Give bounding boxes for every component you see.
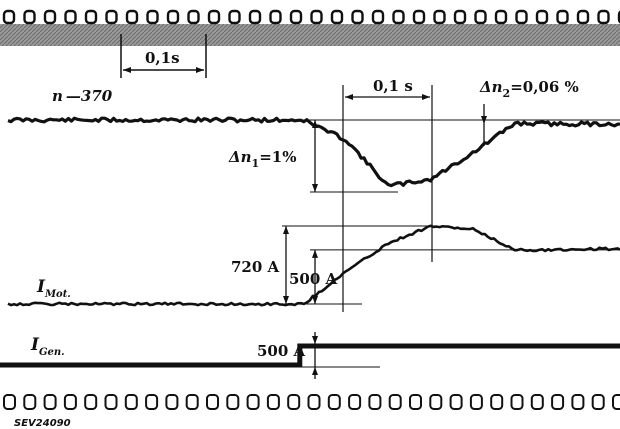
- timing-mark-top: [535, 9, 549, 25]
- timing-mark-bottom: [23, 394, 37, 410]
- timing-mark-top: [556, 9, 569, 25]
- timing-mark-bottom: [388, 394, 402, 410]
- timing-mark-bottom: [368, 394, 382, 410]
- step-interval-label: 0,1 s: [373, 77, 413, 95]
- timing-mark-bottom: [145, 394, 159, 410]
- motor-current-annotations: 720 A 500 A IMot.: [36, 225, 620, 305]
- step-interval-arrow-left: [345, 94, 353, 100]
- timing-mark-top: [494, 9, 508, 25]
- timing-mark-top: [125, 9, 139, 25]
- timing-mark-top: [515, 9, 528, 25]
- timing-mark-top: [43, 9, 57, 25]
- timing-mark-top: [2, 9, 16, 25]
- timing-mark-bottom: [510, 394, 524, 410]
- timing-mark-top: [392, 9, 405, 25]
- time-scale-label: 0,1s: [145, 49, 180, 67]
- timing-mark-bottom: [591, 394, 605, 410]
- timing-mark-top: [146, 9, 159, 25]
- timing-mark-bottom: [551, 394, 565, 410]
- timing-mark-top: [330, 9, 344, 25]
- delta-n2-label: Δn2=0,06 %: [479, 78, 579, 100]
- timing-mark-bottom: [348, 394, 362, 410]
- time-scale-top: 0,1s: [120, 34, 207, 78]
- timing-mark-bottom: [226, 394, 240, 410]
- timing-mark-bottom: [571, 394, 585, 410]
- timing-mark-top: [228, 9, 241, 25]
- timing-mark-top: [105, 9, 118, 25]
- timing-mark-bottom: [124, 394, 138, 410]
- time-scale-arrow-left: [123, 67, 131, 73]
- timing-mark-top: [187, 9, 200, 25]
- timing-mark-bottom: [104, 394, 118, 410]
- timing-band-top: [0, 9, 620, 46]
- timing-mark-top: [474, 9, 487, 25]
- timing-mark-bottom: [246, 394, 260, 410]
- timing-mark-top: [248, 9, 262, 25]
- timing-mark-top: [310, 9, 323, 25]
- generator-step-arrow-bottom: [312, 367, 318, 375]
- peak-current-arrow-bottom: [283, 296, 289, 304]
- timing-mark-top: [433, 9, 446, 25]
- speed-trace: [7, 116, 620, 188]
- timing-mark-top: [597, 9, 610, 25]
- peak-current-label: 720 A: [231, 258, 280, 276]
- timing-mark-bottom: [43, 394, 57, 410]
- timing-mark-bottom: [530, 394, 544, 410]
- timing-mark-bottom: [449, 394, 463, 410]
- motor-current-label: IMot.: [36, 277, 71, 300]
- timing-mark-bottom: [84, 394, 98, 410]
- timing-mark-bottom: [409, 394, 422, 410]
- generator-step-label: 500 A: [257, 342, 306, 360]
- speed-annotations: Δn1=1% Δn2=0,06 % n —370: [52, 78, 620, 193]
- figure-reference: SEV24090: [14, 418, 71, 429]
- timing-mark-top: [166, 9, 180, 25]
- step-interval-arrow-right: [422, 94, 430, 100]
- timing-mark-bottom: [185, 394, 199, 410]
- timing-mark-bottom: [287, 394, 301, 410]
- steady-current-arrow-bottom: [312, 296, 318, 304]
- timing-mark-bottom: [165, 394, 179, 410]
- timing-mark-bottom: [307, 394, 321, 410]
- timing-mark-bottom: [63, 394, 77, 410]
- timing-band-strip: [0, 24, 620, 46]
- generator-current-trace: [0, 343, 620, 368]
- timing-mark-bottom: [327, 394, 341, 410]
- timing-mark-top: [576, 9, 590, 25]
- timing-mark-bottom: [490, 394, 504, 410]
- timing-mark-top: [84, 9, 98, 25]
- delta-n1-arrow-top: [312, 120, 318, 128]
- generator-current-label: IGen.: [30, 335, 65, 358]
- speed-trace-label: n —370: [52, 87, 113, 105]
- timing-mark-bottom: [3, 394, 16, 410]
- delta-n1-arrow-bottom: [312, 184, 318, 192]
- generator-current-annotations: 500 A IGen.: [30, 332, 380, 379]
- timing-mark-top: [453, 9, 467, 25]
- timing-marks-bottom: [3, 394, 620, 410]
- timing-marks-top: [2, 9, 620, 25]
- timing-mark-top: [371, 9, 385, 25]
- timing-mark-top: [412, 9, 426, 25]
- timing-mark-bottom: [469, 394, 483, 410]
- delta-n1-label: Δn1=1%: [228, 148, 296, 170]
- timing-mark-bottom: [429, 394, 443, 410]
- generator-step-arrow-top: [312, 336, 318, 344]
- timing-mark-top: [207, 9, 221, 25]
- timing-mark-bottom: [266, 394, 280, 410]
- timing-mark-top: [64, 9, 77, 25]
- timing-mark-top: [351, 9, 364, 25]
- time-scale-arrow-right: [196, 67, 204, 73]
- timing-mark-top: [289, 9, 303, 25]
- motor-current-trace: [7, 224, 620, 307]
- steady-current-arrow-top: [312, 249, 318, 258]
- timing-mark-top: [269, 9, 282, 25]
- peak-current-arrow-top: [283, 226, 289, 234]
- timing-mark-top: [23, 9, 36, 25]
- timing-mark-bottom: [206, 394, 219, 410]
- steady-current-label: 500 A: [289, 270, 338, 288]
- delta-n2-arrow-top: [481, 115, 487, 124]
- step-interval: 0,1 s: [342, 77, 433, 312]
- timing-mark-bottom: [612, 394, 620, 410]
